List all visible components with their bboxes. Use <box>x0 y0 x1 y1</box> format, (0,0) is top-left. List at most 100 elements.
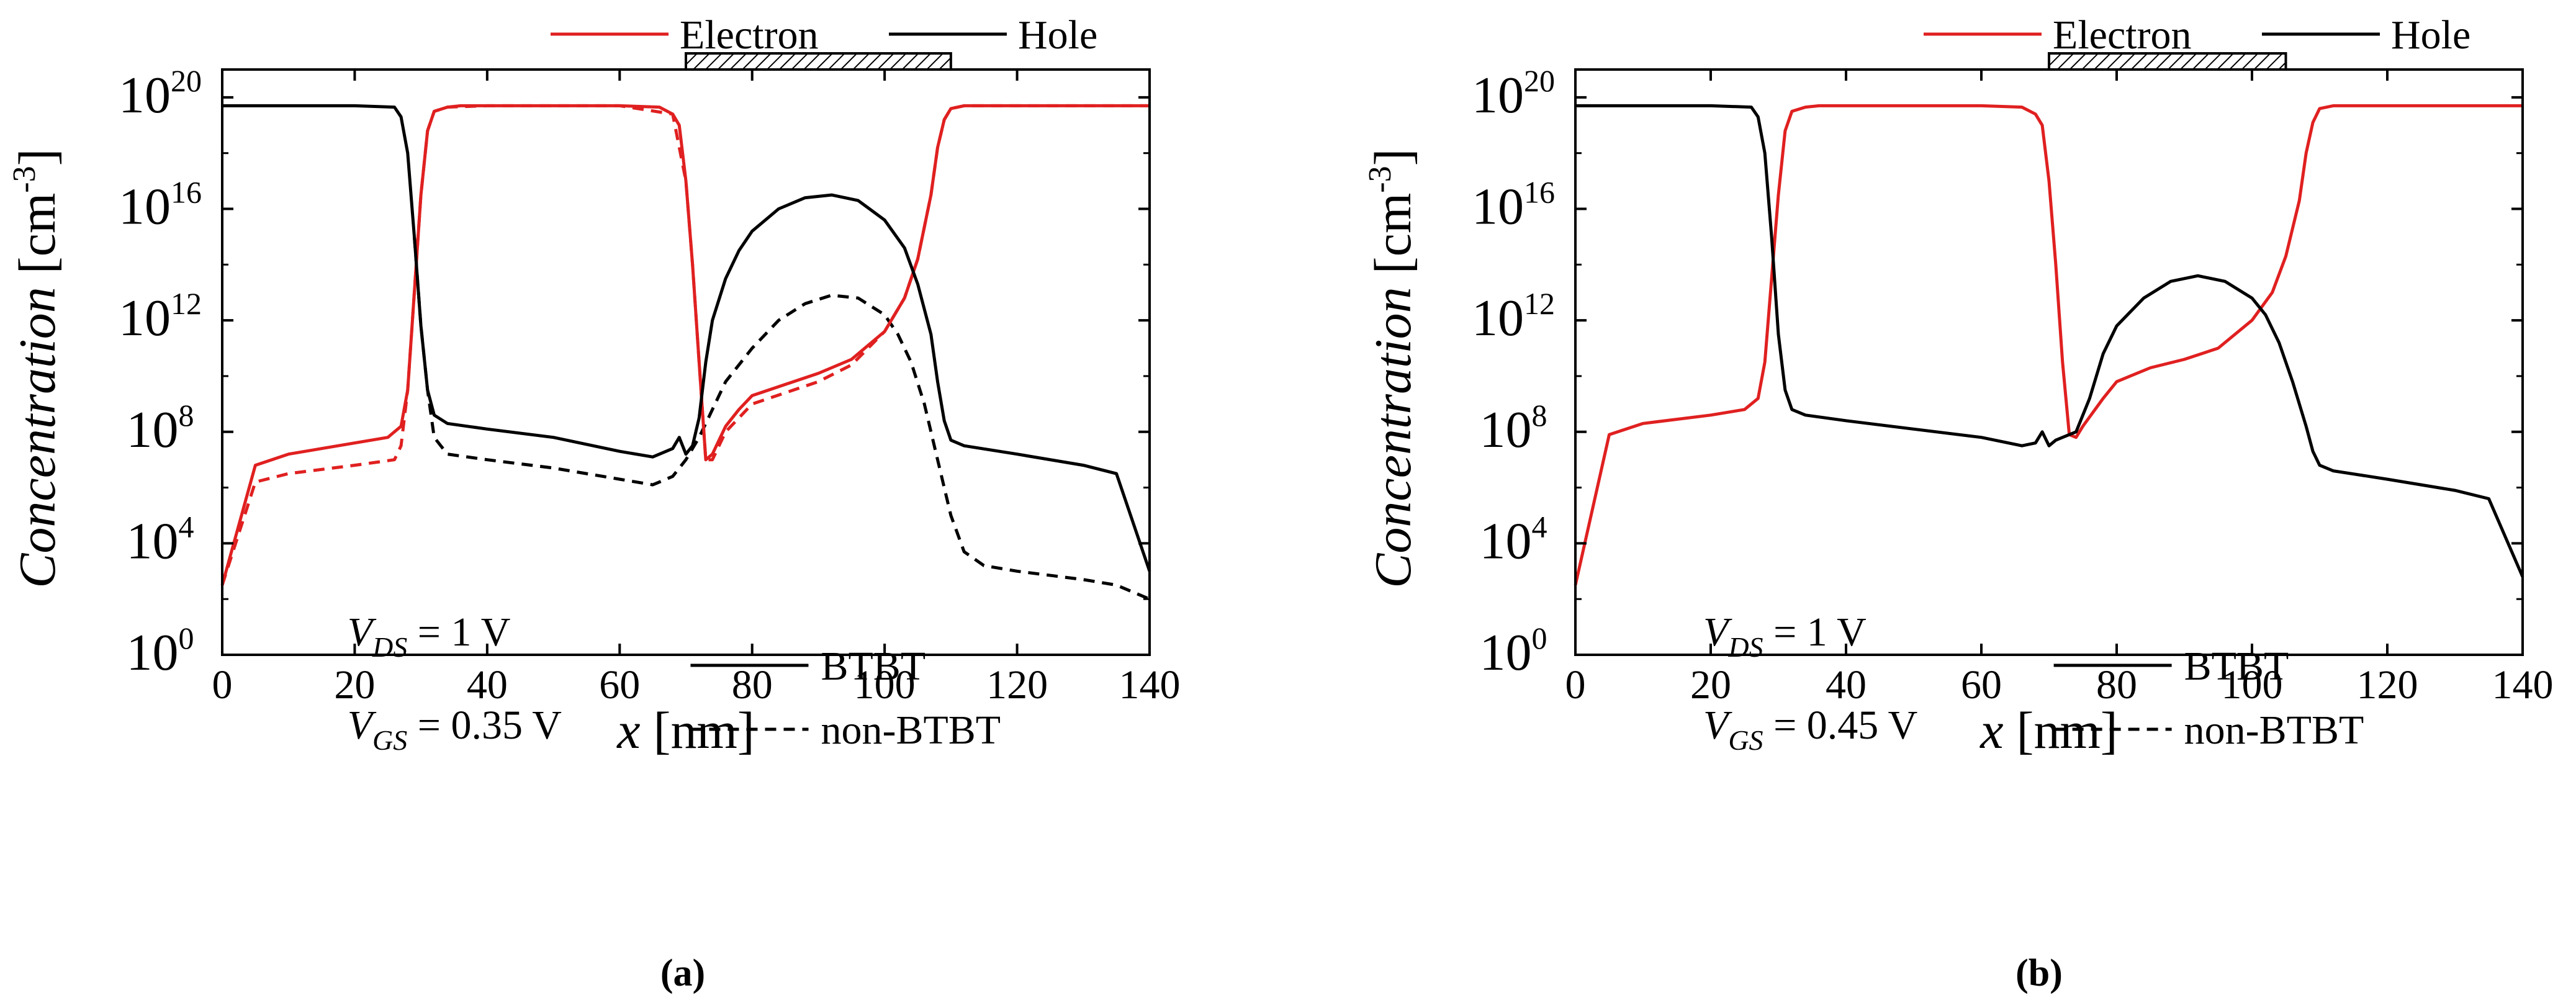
y-tick-label: 1012 <box>1472 286 1555 347</box>
annotation-ds: VDS = 1 V <box>1703 609 1867 663</box>
chart-panel-a: 0 20 40 60 80 100 120 140100104108101210161020x… <box>7 12 1181 994</box>
y-tick-label: 108 <box>1480 398 1547 459</box>
chart-panel-b: 0 20 40 60 80 100 120 140100104108101210161020x… <box>1362 12 2554 994</box>
x-tick-label: 100 <box>2222 662 2283 708</box>
legend-label-btbt: BTBT <box>821 644 925 689</box>
y-tick-base: 10 <box>119 66 171 124</box>
annotation-gs: VGS = 0.35 V <box>348 703 562 756</box>
x-tick-label: 140 <box>2492 662 2554 708</box>
y-tick-label: 104 <box>1480 509 1547 570</box>
annotation-var: V <box>348 609 377 655</box>
y-tick-label: 104 <box>127 509 194 570</box>
x-tick-label: 80 <box>732 662 773 708</box>
annotation-value: = 1 V <box>407 609 510 655</box>
annotation-var: V <box>348 703 377 748</box>
y-tick-label: 100 <box>1480 621 1547 681</box>
y-axis-title-unit-close: ] <box>9 148 66 166</box>
x-tick-label: 60 <box>1961 662 2002 708</box>
annotation-subscript: GS <box>372 724 407 756</box>
y-tick-base: 10 <box>1472 178 1524 236</box>
x-tick-label: 20 <box>1690 662 1731 708</box>
legend-label-hole: Hole <box>2391 12 2470 58</box>
x-tick-label: 0 <box>212 662 233 708</box>
y-tick-base: 10 <box>119 289 171 347</box>
series-line-hole-non-btbt <box>413 236 1150 601</box>
y-tick-label: 1020 <box>119 63 202 124</box>
legend-label-btbt: BTBT <box>2184 644 2289 689</box>
x-axis-title-var: x <box>1979 702 2003 760</box>
y-axis-title-unit: [cm <box>1364 193 1422 287</box>
legend-label-electron: Electron <box>680 12 819 58</box>
series-line-hole <box>1575 104 2524 578</box>
x-tick-label: 40 <box>1826 662 1867 708</box>
y-axis-title-var: Concentration <box>1364 287 1422 588</box>
y-axis-title: Concentration [cm-3] <box>1362 148 1422 588</box>
panel-caption: (a) <box>660 952 705 994</box>
annotation-gs: VGS = 0.45 V <box>1703 703 1917 756</box>
y-tick-base: 10 <box>1472 66 1524 124</box>
y-tick-base: 10 <box>127 624 179 681</box>
gate-region-bar <box>2048 52 2287 71</box>
x-axis-title-var: x <box>616 702 640 760</box>
y-tick-base: 10 <box>127 401 179 459</box>
plot-frame <box>1574 68 2524 656</box>
y-tick-exponent: 16 <box>1524 175 1555 210</box>
series-line-hole-btbt <box>222 104 1151 572</box>
y-tick-label: 1016 <box>119 175 202 236</box>
panel-caption: (b) <box>2015 952 2063 994</box>
plot-frame <box>221 68 1151 656</box>
y-tick-base: 10 <box>1472 289 1524 347</box>
y-tick-exponent: 20 <box>171 63 202 98</box>
y-tick-base: 10 <box>1480 512 1532 570</box>
legend-label-non-btbt: non-BTBT <box>821 708 1001 753</box>
x-tick-label: 60 <box>599 662 640 708</box>
y-tick-exponent: 20 <box>1524 63 1555 98</box>
y-tick-exponent: 12 <box>171 286 202 321</box>
y-tick-base: 10 <box>127 512 179 570</box>
y-tick-base: 10 <box>1480 624 1532 681</box>
y-tick-label: 108 <box>127 398 194 459</box>
y-tick-exponent: 8 <box>179 398 194 433</box>
y-tick-exponent: 0 <box>1532 621 1547 655</box>
annotation-subscript: DS <box>1727 631 1763 663</box>
y-tick-base: 10 <box>1480 401 1532 459</box>
annotation-var: V <box>1703 609 1732 655</box>
y-tick-exponent: 4 <box>1532 509 1547 544</box>
annotation-value: = 0.45 V <box>1763 703 1918 748</box>
y-axis-title: Concentration [cm-3] <box>7 148 66 588</box>
annotation-ds: VDS = 1 V <box>348 609 511 663</box>
y-tick-exponent: 4 <box>179 509 194 544</box>
legend-label-non-btbt: non-BTBT <box>2184 708 2364 753</box>
y-tick-exponent: 16 <box>171 175 202 210</box>
x-tick-label: 140 <box>1119 662 1181 708</box>
annotation-value: = 0.35 V <box>407 703 562 748</box>
series-line-electron <box>1574 104 2523 586</box>
y-axis-title-unit-exp: -3 <box>1362 166 1398 192</box>
y-tick-exponent: 12 <box>1524 286 1555 321</box>
x-tick-label: 100 <box>854 662 916 708</box>
y-axis-title-unit: [cm <box>9 193 66 287</box>
legend-label-hole: Hole <box>1018 12 1097 58</box>
annotation-subscript: DS <box>372 631 407 663</box>
y-tick-label: 100 <box>127 621 194 681</box>
series-line-electron-btbt <box>220 104 1150 586</box>
y-axis-title-var: Concentration <box>9 287 66 588</box>
x-tick-label: 0 <box>1565 662 1586 708</box>
y-tick-label: 1020 <box>1472 63 1555 124</box>
y-tick-exponent: 8 <box>1532 398 1547 433</box>
annotation-var: V <box>1703 703 1732 748</box>
y-tick-base: 10 <box>119 178 171 236</box>
y-axis-title-unit-exp: -3 <box>7 166 42 192</box>
annotation-value: = 1 V <box>1763 609 1867 655</box>
y-tick-label: 1016 <box>1472 175 1555 236</box>
x-tick-label: 120 <box>986 662 1048 708</box>
y-tick-label: 1012 <box>119 286 202 347</box>
x-tick-label: 120 <box>2357 662 2418 708</box>
annotation-subscript: GS <box>1728 724 1763 756</box>
gate-region-bar <box>685 52 952 71</box>
x-tick-label: 40 <box>467 662 508 708</box>
x-tick-label: 20 <box>334 662 375 708</box>
y-axis-title-unit-close: ] <box>1364 148 1422 166</box>
x-tick-label: 80 <box>2096 662 2137 708</box>
